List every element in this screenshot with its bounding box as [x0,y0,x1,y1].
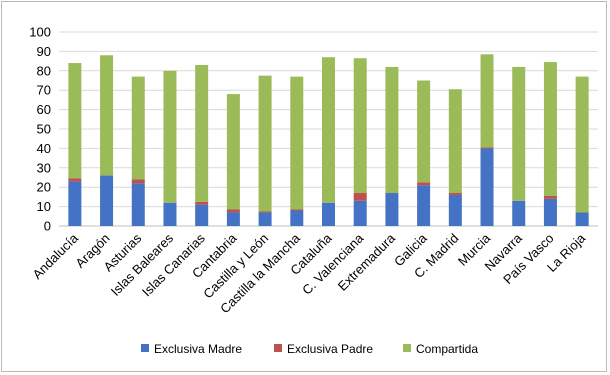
bar-madre-2 [131,183,145,226]
y-tick-label: 80 [37,63,51,78]
bar-compartida-1 [100,55,114,176]
bar-compartida-5 [226,94,240,210]
bar-madre-10 [385,193,399,226]
bar-compartida-2 [131,76,145,180]
bar-compartida-0 [68,63,82,179]
y-tick-label: 60 [37,102,51,117]
bar-madre-6 [258,212,272,226]
bar-madre-11 [417,185,431,226]
legend-swatch [403,344,411,352]
bar-compartida-12 [448,89,462,194]
bar-compartida-7 [290,76,304,210]
y-tick-label: 100 [29,25,51,40]
bar-madre-0 [68,181,82,226]
bar-padre-13 [480,147,494,149]
y-tick-label: 50 [37,122,51,137]
bar-padre-6 [258,211,272,213]
bar-compartida-11 [417,80,431,183]
legend-swatch [141,344,149,352]
bar-padre-2 [131,179,145,184]
y-tick-label: 70 [37,83,51,98]
bar-madre-8 [322,202,335,226]
legend-label: Exclusiva Madre [154,342,242,356]
y-tick-label: 30 [37,160,51,175]
y-tick-label: 0 [44,219,51,234]
y-tick-label: 10 [37,199,51,214]
bar-madre-5 [226,212,240,226]
y-tick-label: 40 [37,141,51,156]
bar-padre-0 [68,178,82,182]
bar-madre-16 [575,212,589,226]
bar-padre-9 [353,193,367,201]
bar-madre-3 [163,202,177,226]
y-tick-label: 90 [37,44,51,59]
bar-madre-1 [100,175,114,226]
bar-madre-7 [290,210,304,226]
legend-label: Exclusiva Padre [287,342,373,356]
bar-madre-4 [195,204,209,226]
legend-label: Compartida [416,342,478,356]
bar-compartida-4 [195,64,209,202]
bar-compartida-6 [258,75,272,212]
bar-padre-15 [543,195,557,199]
legend-swatch [274,344,282,352]
bar-padre-7 [290,209,304,211]
bar-compartida-8 [322,57,335,203]
bar-padre-11 [417,182,431,186]
x-tick-label: Andalucía [29,230,81,282]
bar-compartida-3 [163,70,177,203]
bar-compartida-13 [480,54,494,148]
bar-compartida-15 [543,62,557,196]
bar-madre-12 [448,194,462,226]
bar-padre-5 [226,209,240,213]
bar-compartida-14 [512,66,526,201]
bar-compartida-9 [353,58,367,194]
bar-padre-12 [448,193,462,195]
bar-madre-9 [353,200,367,226]
y-tick-label: 20 [37,180,51,195]
bar-madre-14 [512,200,526,226]
bar-padre-4 [195,201,209,205]
bar-madre-15 [543,198,557,226]
bar-madre-13 [480,148,494,226]
bar-compartida-16 [575,76,589,213]
bar-compartida-10 [385,66,399,194]
